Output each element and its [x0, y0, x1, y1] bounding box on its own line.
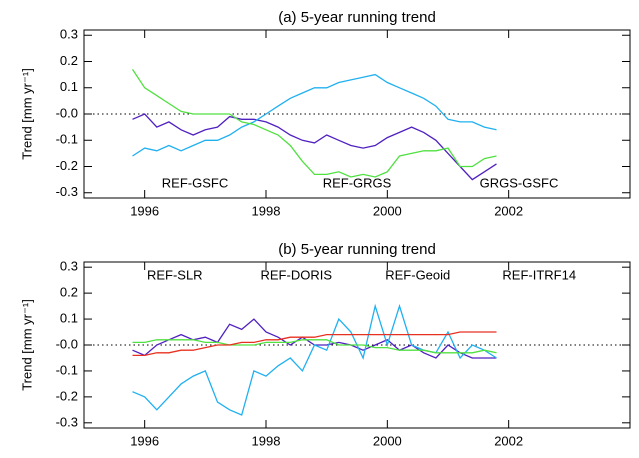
x-tick-label: 1998 [252, 433, 281, 448]
x-tick-label: 1998 [252, 203, 281, 218]
y-tick-label: -0.2 [56, 158, 78, 173]
series-line [132, 73, 497, 157]
series-line [132, 339, 497, 354]
x-tick-label: 2002 [494, 203, 523, 218]
legend-entry: REF-GRGS [323, 175, 392, 190]
x-tick-label: 1996 [130, 433, 159, 448]
chart-title: (b) 5-year running trend [278, 241, 436, 258]
y-axis-label: Trend [mm yr⁻¹] [19, 68, 34, 160]
y-tick-label: 0.1 [60, 311, 78, 326]
y-tick-label: -0.0 [56, 105, 78, 120]
plot-frame [83, 261, 631, 429]
y-tick-label: 0.3 [60, 259, 78, 274]
y-tick-label: -0.2 [56, 388, 78, 403]
series-line [131, 69, 497, 178]
y-tick-label: 0.3 [60, 27, 78, 42]
series-line [132, 331, 497, 357]
x-tick-label: 2002 [494, 433, 523, 448]
panel: (b) 5-year running trend Trend [mm yr⁻¹] 0… [19, 241, 631, 448]
y-tick-label: 0.1 [60, 79, 78, 94]
y-axis-label: Trend [mm yr⁻¹] [19, 299, 34, 391]
legend-entry: REF-DORIS [261, 267, 333, 282]
x-tick-label: 2000 [373, 433, 402, 448]
x-tick-label: 1996 [130, 203, 159, 218]
y-tick-label: -0.1 [56, 362, 78, 377]
panel: (a) 5-year running trend Trend [mm yr⁻¹] 0… [19, 9, 631, 218]
y-tick-label: -0.3 [56, 414, 78, 429]
plot-frame [83, 29, 631, 199]
legend-entry: REF-SLR [147, 267, 203, 282]
y-tick-label: -0.3 [56, 184, 78, 199]
y-tick-label: -0.1 [56, 132, 78, 147]
series-line [132, 303, 497, 416]
series-line [132, 113, 497, 181]
legend-entry: GRGS-GSFC [480, 175, 559, 190]
x-tick-label: 2000 [373, 203, 402, 218]
y-tick-label: 0.2 [60, 53, 78, 68]
legend-entry: REF-ITRF14 [502, 267, 576, 282]
legend-entry: REF-GSFC [162, 175, 228, 190]
chart-title: (a) 5-year running trend [278, 9, 436, 26]
legend-entry: REF-Geoid [385, 267, 450, 282]
y-tick-label: -0.0 [56, 336, 78, 351]
y-tick-label: 0.2 [60, 285, 78, 300]
